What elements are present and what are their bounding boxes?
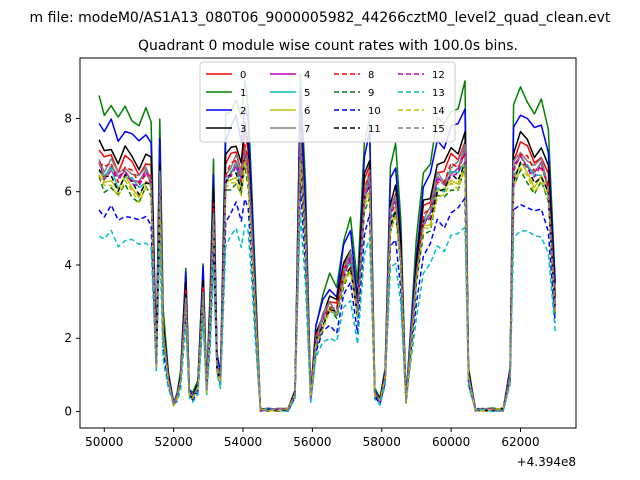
y-axis: 0 2 4 6 8 (64, 111, 80, 419)
legend-label-4: 4 (304, 70, 310, 81)
x-offset-text: +4.394e8 (517, 455, 576, 469)
figure-suptitle: m file: modeM0/AS1A13_080T06_9000005982_… (30, 10, 611, 26)
y-tick-label: 6 (64, 185, 72, 199)
legend-label-5: 5 (304, 88, 310, 99)
x-tick-label: 54000 (224, 435, 262, 449)
legend-box (199, 61, 456, 143)
legend-label-6: 6 (304, 106, 310, 117)
legend-label-15: 15 (432, 124, 445, 135)
x-tick-label: 50000 (85, 435, 123, 449)
y-tick-label: 0 (64, 405, 72, 419)
x-tick-label: 56000 (293, 435, 331, 449)
legend-label-12: 12 (432, 70, 445, 81)
y-tick-label: 8 (64, 111, 72, 125)
x-tick-label: 52000 (155, 435, 193, 449)
legend-label-13: 13 (432, 88, 445, 99)
legend-label-3: 3 (240, 124, 246, 135)
series-line-15 (98, 139, 556, 412)
plot-frame (79, 57, 577, 429)
y-tick-label: 4 (64, 258, 72, 272)
legend-label-9: 9 (368, 88, 374, 99)
y-tick-label: 2 (64, 331, 72, 345)
x-axis: 50000 52000 54000 56000 58000 60000 62000 (85, 428, 540, 449)
x-tick-label: 58000 (363, 435, 401, 449)
series-line-14 (98, 159, 556, 412)
legend-label-0: 0 (240, 70, 246, 81)
legend-label-11: 11 (368, 124, 381, 135)
legend-label-7: 7 (304, 124, 310, 135)
x-tick-label: 60000 (432, 435, 470, 449)
x-tick-label: 62000 (501, 435, 539, 449)
series-layer (98, 73, 556, 413)
legend-label-10: 10 (368, 106, 381, 117)
chart-title: Quadrant 0 module wise count rates with … (138, 38, 518, 54)
legend-label-8: 8 (368, 70, 374, 81)
legend-label-14: 14 (432, 106, 445, 117)
legend-label-2: 2 (240, 106, 246, 117)
legend-label-1: 1 (240, 88, 246, 99)
